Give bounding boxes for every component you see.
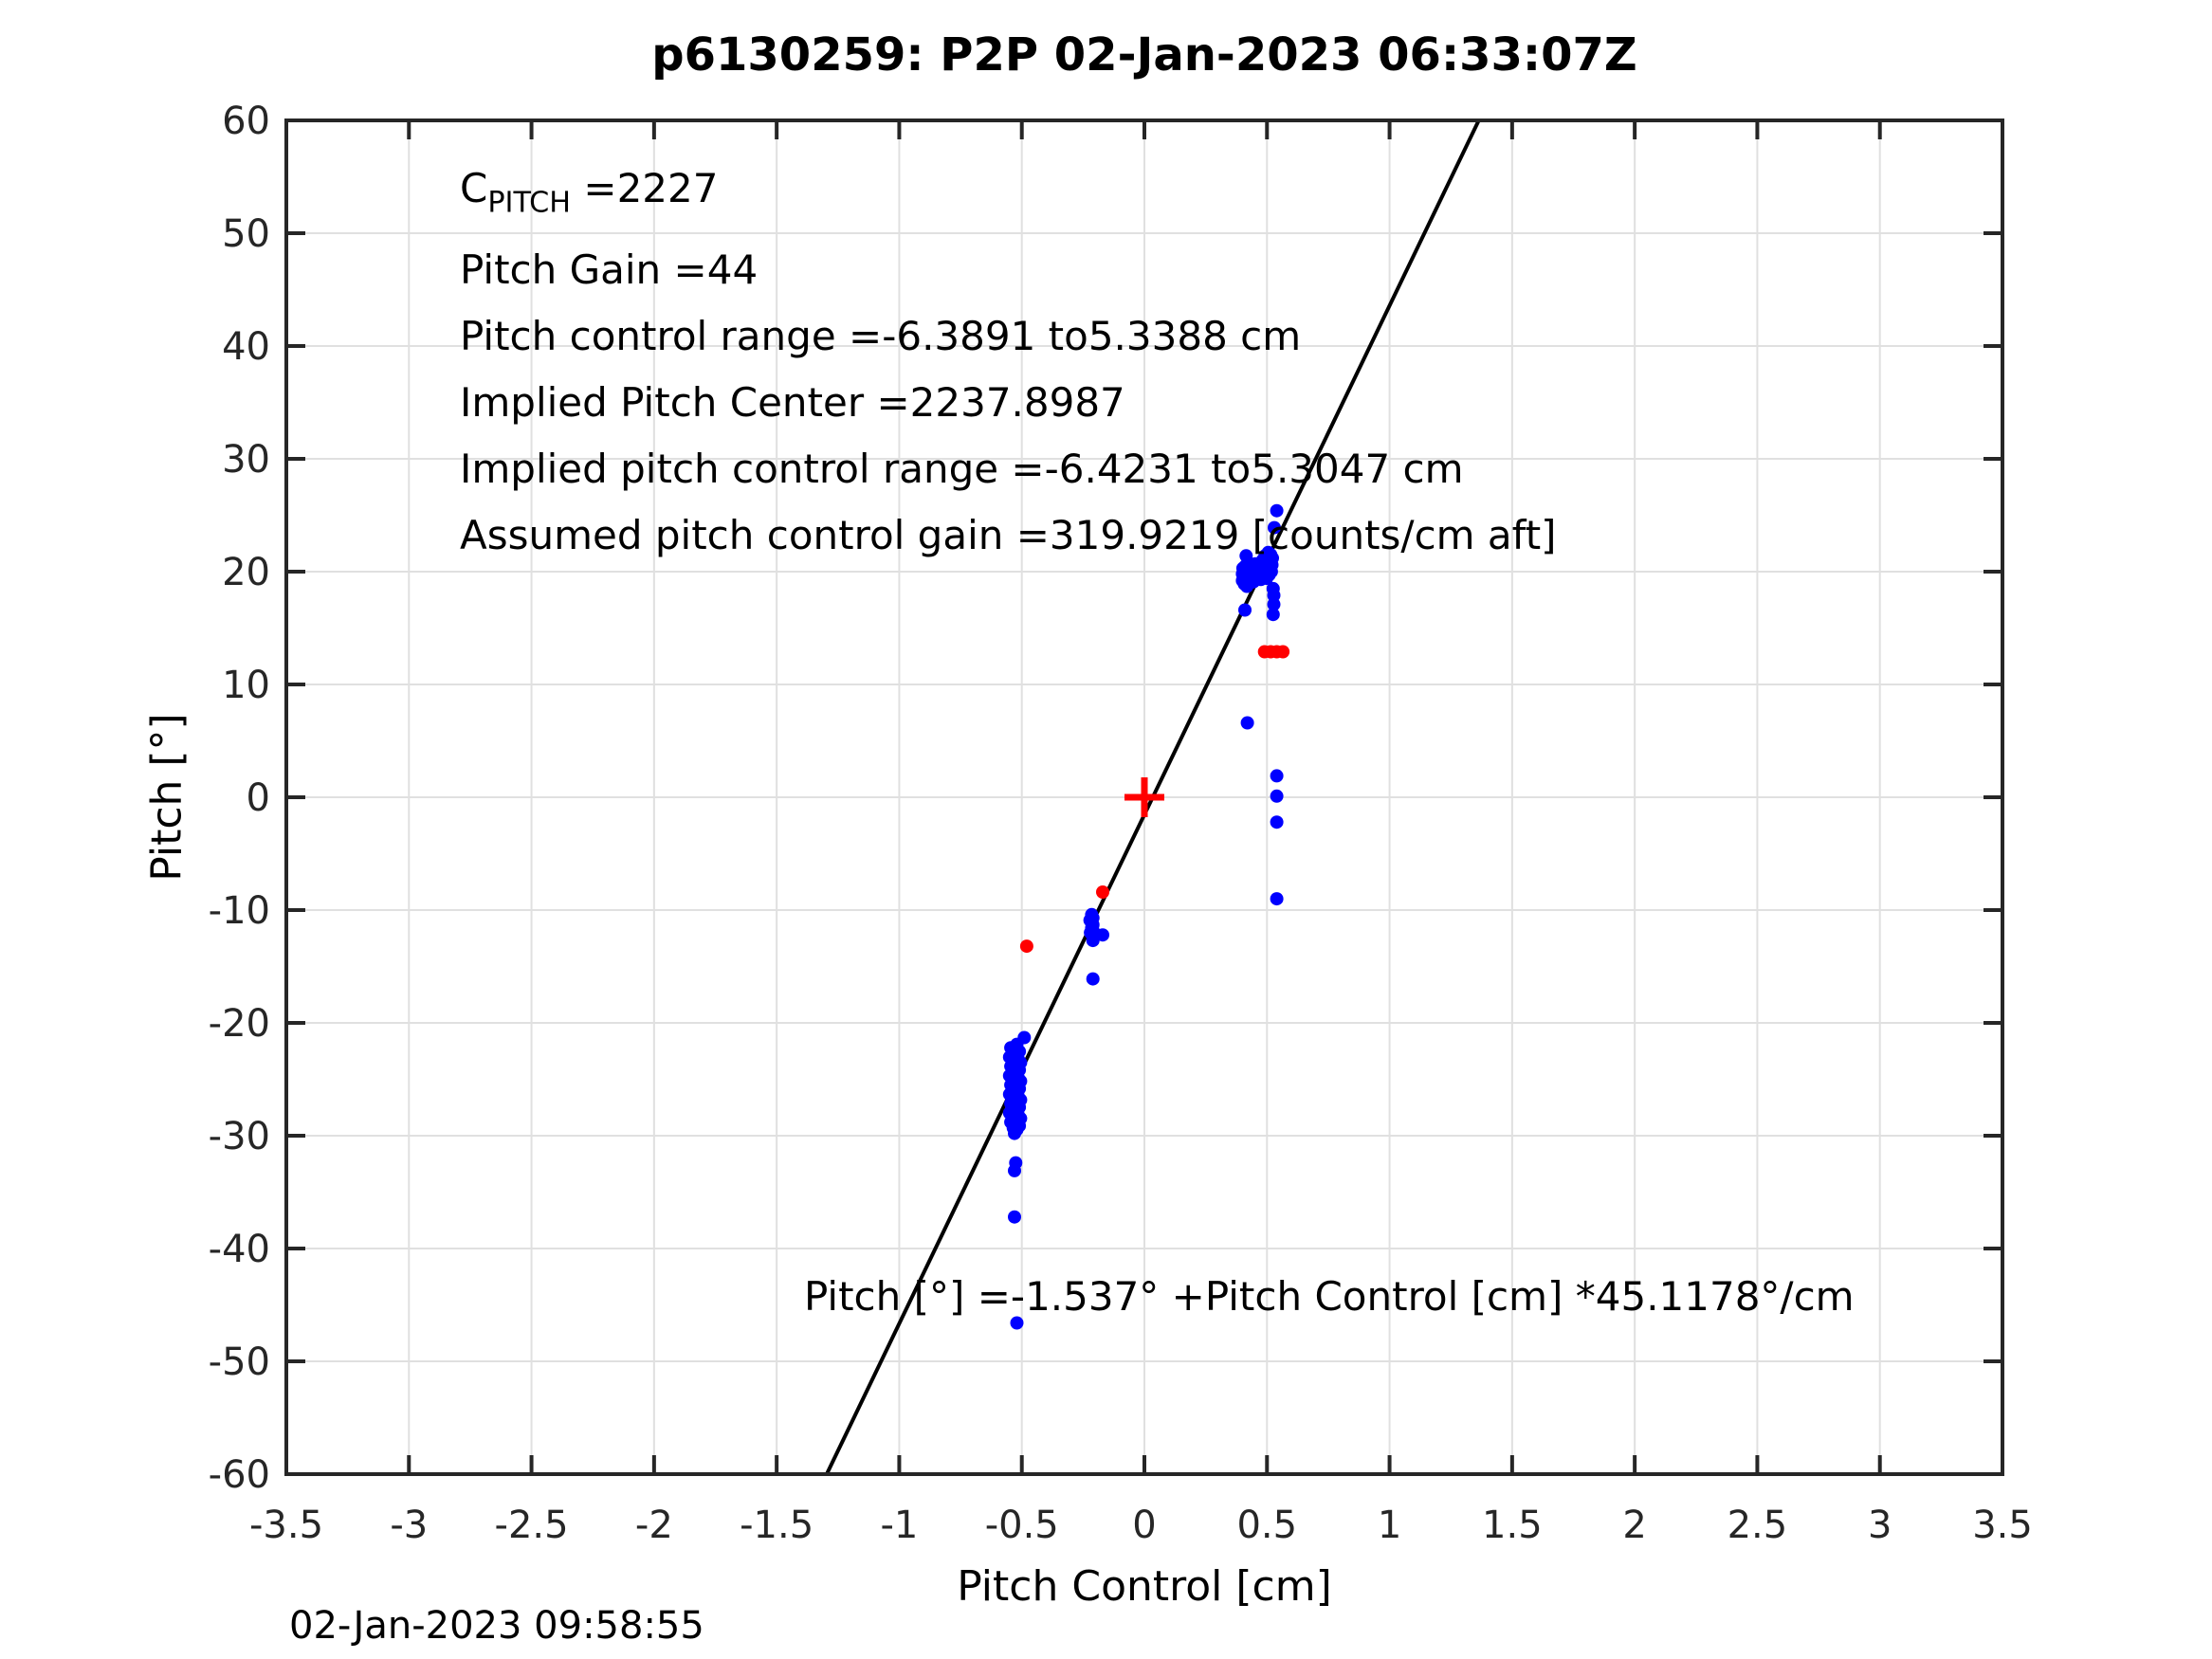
data-point <box>1270 503 1284 518</box>
center-cross-marker <box>1124 777 1164 817</box>
data-point <box>1268 520 1281 535</box>
tick-marks <box>284 118 2004 1476</box>
svg-text:50: 50 <box>222 212 270 256</box>
annotation-line-6: Assumed pitch control gain =319.9219 [co… <box>460 511 1557 558</box>
data-point <box>1266 608 1280 622</box>
svg-text:-1: -1 <box>880 1504 918 1547</box>
svg-text:-40: -40 <box>209 1228 270 1271</box>
svg-text:-3: -3 <box>390 1504 428 1547</box>
data-point <box>1010 1316 1024 1330</box>
data-point <box>1267 597 1281 611</box>
svg-text:-0.5: -0.5 <box>985 1504 1059 1547</box>
data-point <box>1270 789 1284 803</box>
svg-text:-2: -2 <box>635 1504 673 1547</box>
svg-text:0: 0 <box>1132 1504 1156 1547</box>
annotation-line-5: Implied pitch control range =-6.4231 to5… <box>460 445 1464 492</box>
svg-text:-10: -10 <box>209 889 270 933</box>
svg-text:40: 40 <box>222 325 270 369</box>
series-flagged-data <box>1019 645 1290 954</box>
data-point <box>1239 549 1253 563</box>
data-point <box>1008 1163 1021 1177</box>
annotation-line-1: CPITCH =2227 <box>460 165 719 220</box>
data-point <box>1008 1126 1021 1140</box>
annotation-block: CPITCH =2227 Pitch Gain =44 Pitch control … <box>460 155 1557 569</box>
data-point <box>1008 1210 1021 1224</box>
svg-text:20: 20 <box>222 551 270 594</box>
data-point <box>1086 934 1100 948</box>
svg-text:-2.5: -2.5 <box>495 1504 569 1547</box>
svg-text:-60: -60 <box>209 1453 270 1497</box>
svg-text:0: 0 <box>247 776 270 820</box>
y-tick-labels: -60 -50 -40 -30 -20 -10 0 10 20 30 40 50 60 <box>209 100 270 1497</box>
svg-text:2.5: 2.5 <box>1728 1504 1788 1547</box>
data-point <box>1266 551 1279 565</box>
svg-text:-1.5: -1.5 <box>740 1504 814 1547</box>
fit-equation-label: Pitch [°] =-1.537° +Pitch Control [cm] *… <box>804 1273 1855 1320</box>
annotation-line-4: Implied Pitch Center =2237.8987 <box>460 378 1125 426</box>
data-point <box>1276 645 1290 659</box>
svg-text:3: 3 <box>1868 1504 1892 1547</box>
svg-text:30: 30 <box>222 438 270 482</box>
data-point <box>1019 939 1033 954</box>
data-point <box>1270 892 1284 906</box>
data-point <box>1270 815 1284 830</box>
data-point <box>1238 603 1252 617</box>
svg-text:2: 2 <box>1622 1504 1646 1547</box>
x-tick-labels: -3.5 -3 -2.5 -2 -1.5 -1 -0.5 0 0.5 1 1.5 2 2.5 3 3.5 <box>249 1504 2033 1547</box>
annotation-line-2: Pitch Gain =44 <box>460 246 759 293</box>
svg-text:-50: -50 <box>209 1340 270 1384</box>
data-point <box>1240 716 1254 730</box>
svg-text:10: 10 <box>222 664 270 707</box>
svg-text:1.5: 1.5 <box>1482 1504 1543 1547</box>
data-point <box>1270 769 1284 783</box>
annotation-line-3: Pitch control range =-6.3891 to5.3388 cm <box>460 312 1302 359</box>
svg-text:-3.5: -3.5 <box>249 1504 323 1547</box>
x-axis-label: Pitch Control [cm] <box>957 1562 1332 1611</box>
y-axis-label: Pitch [°] <box>142 713 192 882</box>
data-point <box>1096 928 1109 942</box>
svg-text:-30: -30 <box>209 1115 270 1158</box>
svg-text:-20: -20 <box>209 1002 270 1046</box>
chart-title: p6130259: P2P 02-Jan-2023 06:33:07Z <box>651 28 1637 82</box>
svg-text:0.5: 0.5 <box>1236 1504 1297 1547</box>
svg-text:1: 1 <box>1378 1504 1401 1547</box>
svg-text:60: 60 <box>222 100 270 143</box>
data-point <box>1086 972 1100 986</box>
subscript: PITCH <box>487 186 572 220</box>
grid <box>285 119 2003 1475</box>
data-point <box>1096 885 1109 899</box>
timestamp: 02-Jan-2023 09:58:55 <box>289 1604 704 1648</box>
svg-text:3.5: 3.5 <box>1972 1504 2033 1547</box>
series-pitch-data <box>1002 503 1284 1330</box>
